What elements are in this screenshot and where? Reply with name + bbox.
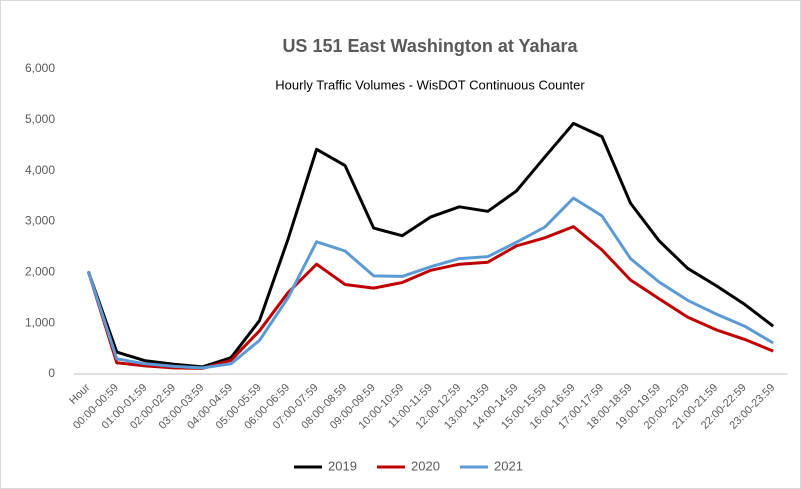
y-tick-label: 2,000 [25,265,55,279]
legend-label: 2021 [494,458,523,473]
y-tick-label: 4,000 [25,163,55,177]
y-tick-label: 3,000 [25,214,55,228]
chart-subtitle: Hourly Traffic Volumes - WisDOT Continuo… [275,77,585,92]
y-tick-label: 6,000 [25,61,55,75]
y-tick-label: 0 [48,366,55,380]
series-line [86,196,774,370]
y-tick-label: 5,000 [25,112,55,126]
legend-label: 2019 [328,458,357,473]
y-tick-label: 1,000 [25,315,55,329]
chart-title: US 151 East Washington at Yahara [282,36,578,56]
legend-label: 2020 [411,458,440,473]
